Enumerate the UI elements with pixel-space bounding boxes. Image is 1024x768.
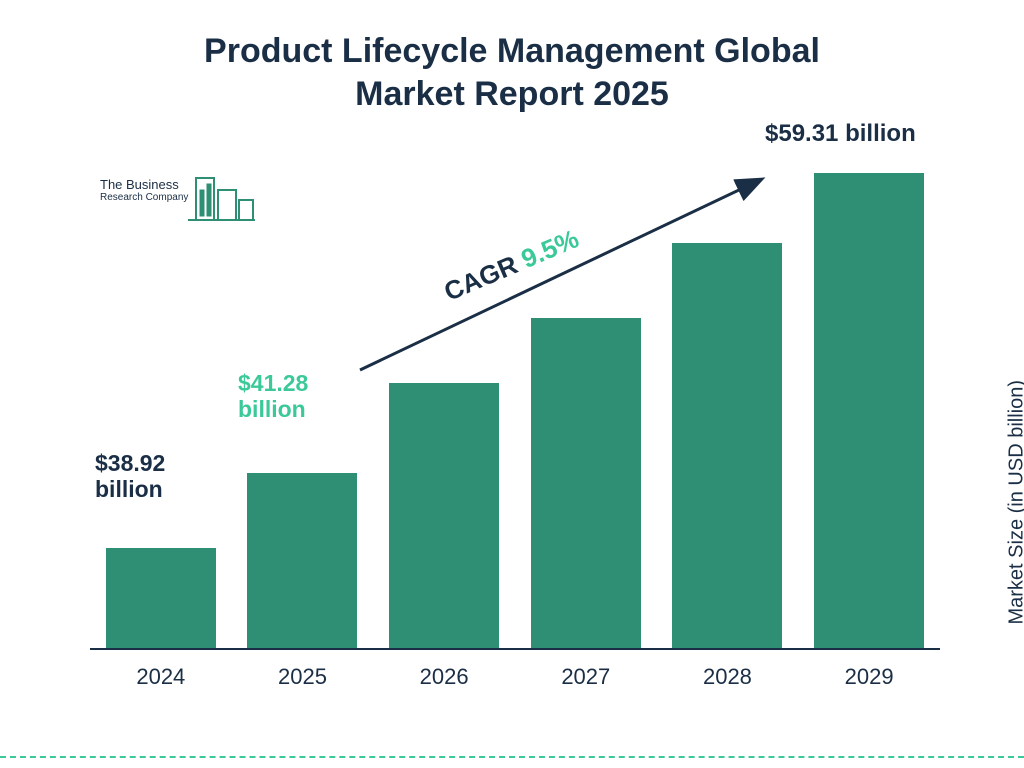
chart-container: Product Lifecycle Management Global Mark…: [0, 0, 1024, 768]
bottom-divider: [0, 756, 1024, 758]
value-label-2029: $59.31 billion: [765, 120, 916, 148]
value-label-2024: $38.92 billion: [95, 450, 165, 503]
trend-arrow: [0, 0, 1024, 768]
value-label-2025: $41.28 billion: [238, 370, 308, 423]
y-axis-label: Market Size (in USD billion): [1006, 380, 1024, 625]
